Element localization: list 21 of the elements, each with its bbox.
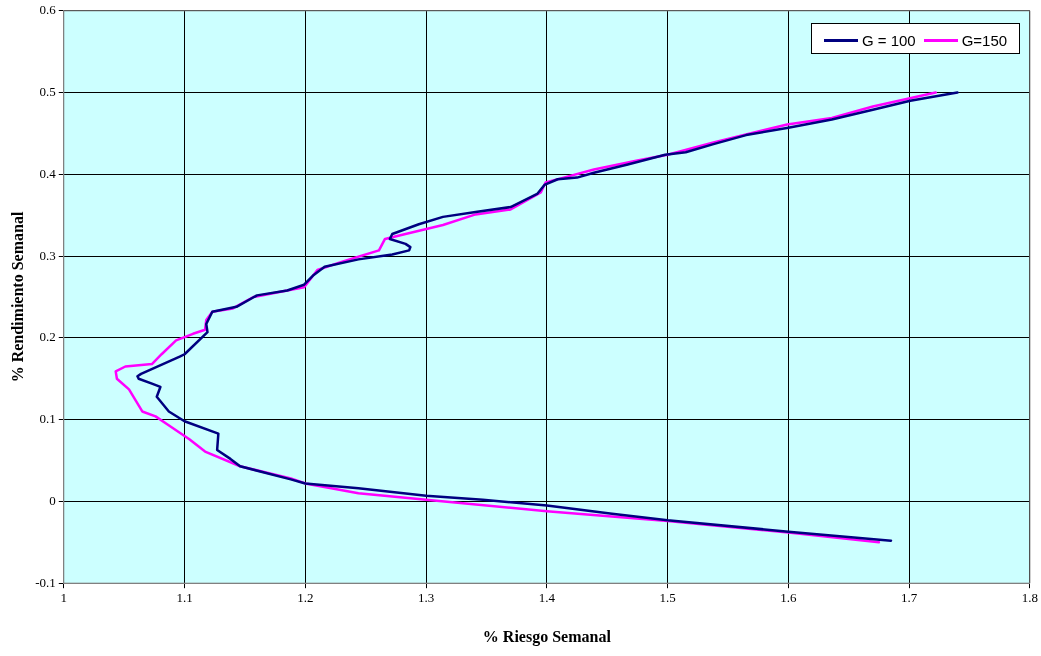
legend-label: G=150 [960,31,1008,49]
x-tick-label: 1.4 [538,590,556,606]
y-tick-label: 0.2 [39,329,56,345]
x-tick-label: 1.1 [176,590,193,606]
y-tick-label: 0 [49,492,56,508]
y-tick-label: 0.5 [39,83,56,99]
x-tick-label: 1.8 [1021,590,1038,606]
x-tick-label: 1.3 [417,590,435,606]
x-tick-label: 1 [60,590,68,606]
x-tick-label: 1.2 [297,590,314,606]
y-tick-label: 0.3 [39,247,56,263]
y-tick-label: 0.4 [39,165,57,181]
x-tick-label: 1.7 [900,590,918,606]
y-axis-title: % Rendimiento Semanal [8,211,26,383]
x-axis-title: % Riesgo Semanal [482,627,612,646]
y-tick-label: 0.6 [39,2,57,18]
y-tick-label: 0.1 [39,411,56,427]
x-tick-label: 1.6 [780,590,797,606]
x-tick-label: 1.5 [659,590,676,606]
y-tick-label: -0.1 [35,574,56,590]
legend-label: G = 100 [860,31,916,49]
